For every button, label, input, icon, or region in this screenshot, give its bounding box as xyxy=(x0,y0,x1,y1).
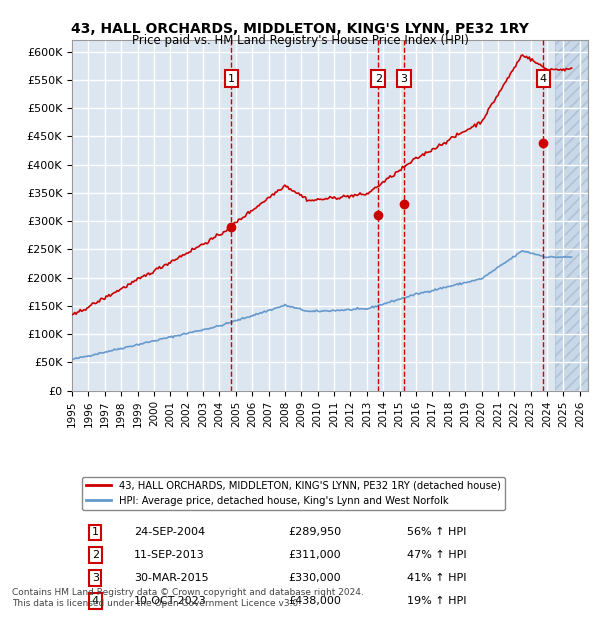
Text: £438,000: £438,000 xyxy=(289,596,341,606)
Text: 4: 4 xyxy=(92,596,99,606)
Text: 43, HALL ORCHARDS, MIDDLETON, KING'S LYNN, PE32 1RY: 43, HALL ORCHARDS, MIDDLETON, KING'S LYN… xyxy=(71,22,529,36)
Text: 30-MAR-2015: 30-MAR-2015 xyxy=(134,573,209,583)
Text: 2: 2 xyxy=(92,550,99,560)
Text: 41% ↑ HPI: 41% ↑ HPI xyxy=(407,573,467,583)
Text: 10-OCT-2023: 10-OCT-2023 xyxy=(134,596,206,606)
Text: 56% ↑ HPI: 56% ↑ HPI xyxy=(407,528,467,538)
Legend: 43, HALL ORCHARDS, MIDDLETON, KING'S LYNN, PE32 1RY (detached house), HPI: Avera: 43, HALL ORCHARDS, MIDDLETON, KING'S LYN… xyxy=(82,477,505,510)
Text: 1: 1 xyxy=(228,74,235,84)
Bar xyxy=(555,40,588,391)
Text: 47% ↑ HPI: 47% ↑ HPI xyxy=(407,550,467,560)
Text: 3: 3 xyxy=(400,74,407,84)
Text: Contains HM Land Registry data © Crown copyright and database right 2024.
This d: Contains HM Land Registry data © Crown c… xyxy=(12,588,364,608)
Text: £330,000: £330,000 xyxy=(289,573,341,583)
Text: £311,000: £311,000 xyxy=(289,550,341,560)
Text: 19% ↑ HPI: 19% ↑ HPI xyxy=(407,596,467,606)
Text: 3: 3 xyxy=(92,573,99,583)
Bar xyxy=(555,40,588,391)
Text: 2: 2 xyxy=(375,74,382,84)
Text: Price paid vs. HM Land Registry's House Price Index (HPI): Price paid vs. HM Land Registry's House … xyxy=(131,34,469,47)
Text: 4: 4 xyxy=(540,74,547,84)
Text: 24-SEP-2004: 24-SEP-2004 xyxy=(134,528,205,538)
Text: 11-SEP-2013: 11-SEP-2013 xyxy=(134,550,205,560)
Text: £289,950: £289,950 xyxy=(289,528,342,538)
Text: 1: 1 xyxy=(92,528,99,538)
